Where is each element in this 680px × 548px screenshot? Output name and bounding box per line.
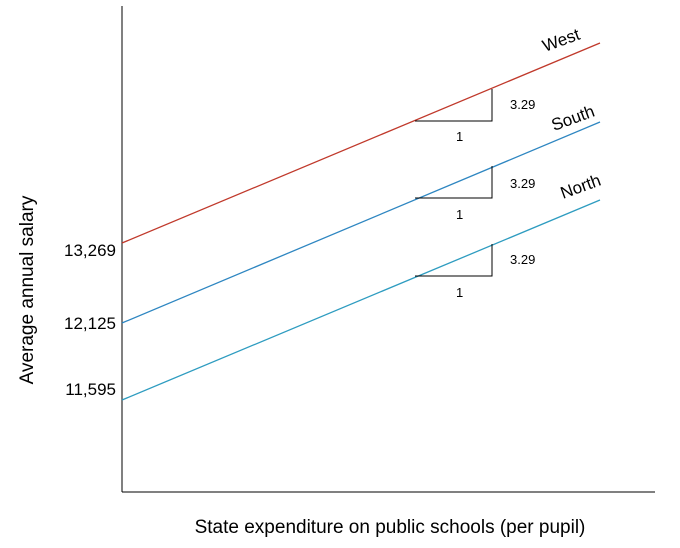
south-slope-rise: 3.29: [510, 176, 535, 191]
south-line: [121, 121, 601, 324]
west-label: West: [540, 25, 583, 56]
south-slope-run: 1: [456, 207, 463, 222]
north-slope-triangle: [415, 244, 493, 277]
x-axis-title: State expenditure on public schools (per…: [195, 517, 586, 538]
north-label: North: [558, 171, 604, 203]
west-slope-triangle: [415, 89, 493, 122]
north-line: [121, 199, 601, 401]
y-tick-label: 12,125: [64, 314, 116, 333]
y-tick-label: 11,595: [65, 380, 116, 399]
south-label: South: [549, 102, 597, 135]
west-line: [121, 42, 601, 244]
west-slope-run: 1: [456, 129, 463, 144]
north-slope-rise: 3.29: [510, 252, 535, 267]
west-slope-rise: 3.29: [510, 97, 535, 112]
y-tick-label: 13,269: [64, 241, 116, 260]
y-axis-title: Average annual salary: [17, 195, 38, 384]
north-slope-run: 1: [456, 285, 463, 300]
south-slope-triangle: [415, 166, 493, 199]
